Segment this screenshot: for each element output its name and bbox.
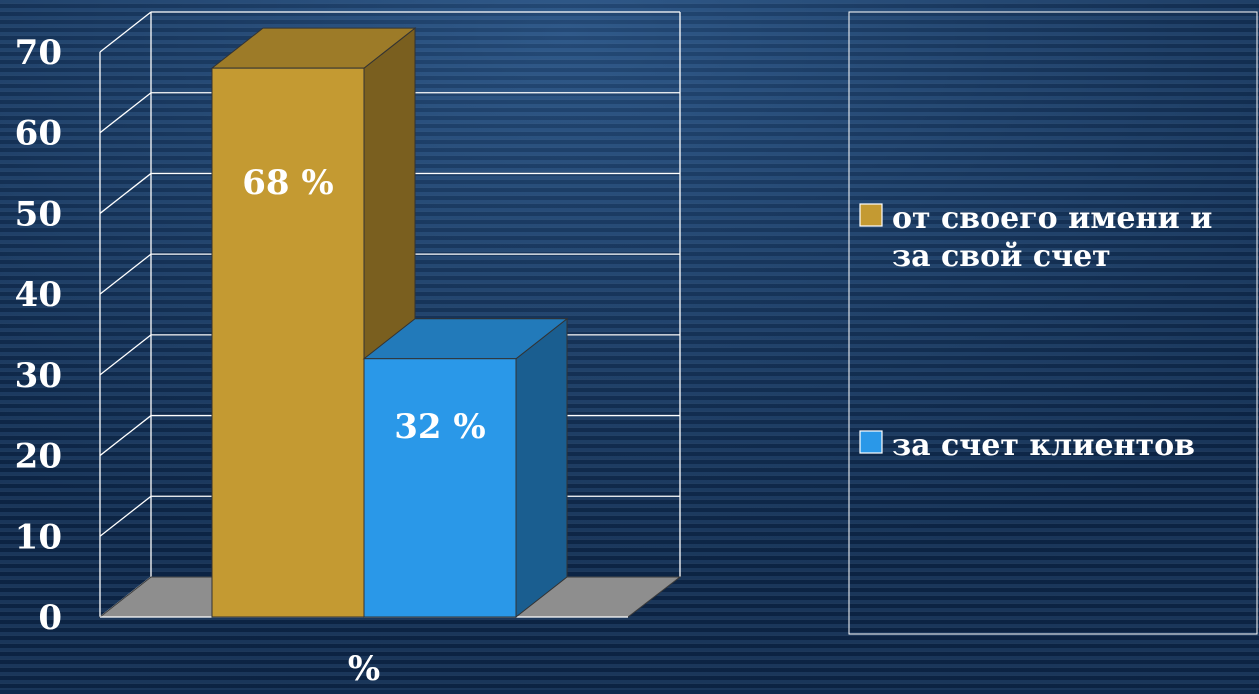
y-axis: 0 10 20 30 40 50 60 70 [15,33,62,638]
side-wall-line [99,172,152,214]
legend-swatch [859,203,883,227]
y-tick-label: 50 [15,194,62,234]
side-wall-line [99,495,152,537]
x-axis-label: % [348,649,380,689]
y-tick-label: 0 [38,598,62,638]
side-wall-line [99,92,152,134]
bar-group: 32 % [362,317,569,619]
legend-entry: от своего имени иза свой счет [859,201,1212,274]
y-tick-label: 70 [15,33,62,73]
legend-label: от своего имени и [892,201,1212,236]
side-wall-line [99,415,152,457]
legend-box [848,11,1258,635]
y-tick-label: 40 [15,275,62,315]
bars: 68 % 32 % [210,27,569,619]
legend-label: за счет клиентов [892,428,1195,463]
bar [211,67,365,618]
y-tick-label: 30 [15,356,62,396]
bar [363,358,517,618]
bar-data-label: 68 % [242,163,333,203]
bar-data-label: 32 % [394,407,485,447]
legend-entry: за счет клиентов [859,428,1195,463]
legend: от своего имени иза свой счет за счет кли… [848,11,1258,635]
legend-swatch [859,430,883,454]
bar-side [515,317,568,619]
y-tick-label: 10 [15,517,62,557]
legend-label: за свой счет [892,239,1111,274]
side-wall-line [99,253,152,295]
y-tick-label: 60 [15,114,62,154]
side-wall-line [99,334,152,376]
side-wall-line [99,11,152,53]
y-tick-label: 20 [15,437,62,477]
